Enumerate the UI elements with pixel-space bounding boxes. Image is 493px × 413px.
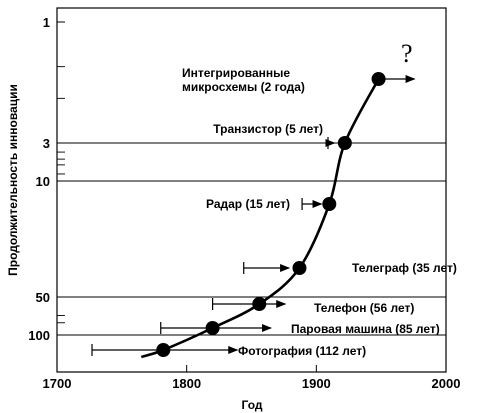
y-tick-label: 50 (36, 290, 50, 305)
data-point (292, 261, 307, 275)
x-tick-label: 1800 (172, 376, 201, 391)
diffusion-curve (140, 78, 380, 359)
innovation-label: Телефон (56 лет) (314, 301, 414, 315)
data-point (322, 197, 337, 211)
x-tick-label: 1900 (302, 376, 331, 391)
y-tick-label: 10 (36, 174, 50, 189)
data-point (252, 297, 267, 311)
data-point (371, 72, 386, 86)
innovation-label: Радар (15 лет) (206, 197, 290, 211)
chart-marks: 1 3 10 50 100 1700 1800 1900 2000 Фотография (112… (28, 7, 461, 391)
data-point (205, 321, 220, 335)
innovation-label-line1: Интегрированные (182, 66, 290, 80)
innovation-label: Телеграф (35 лет) (352, 261, 457, 275)
question-mark: ? (401, 39, 413, 68)
x-axis-title: Год (242, 398, 263, 412)
y-tick-label: 1 (43, 15, 50, 30)
innovation-label: Фотография (112 лет) (238, 344, 366, 358)
x-tick-label: 1700 (43, 376, 72, 391)
innovation-label: Паровая машина (85 лет) (291, 322, 440, 336)
innovation-label: Транзистор (5 лет) (213, 122, 323, 136)
y-tick-label: 100 (28, 328, 50, 343)
y-axis-title: Продолжительность инновации (6, 84, 20, 276)
y-tick-label: 3 (43, 136, 50, 151)
innovation-label-line2: микросхемы (2 года) (182, 80, 305, 94)
data-point (156, 343, 171, 357)
data-point (337, 136, 352, 150)
plot-frame (56, 7, 447, 373)
x-tick-label: 2000 (432, 376, 461, 391)
